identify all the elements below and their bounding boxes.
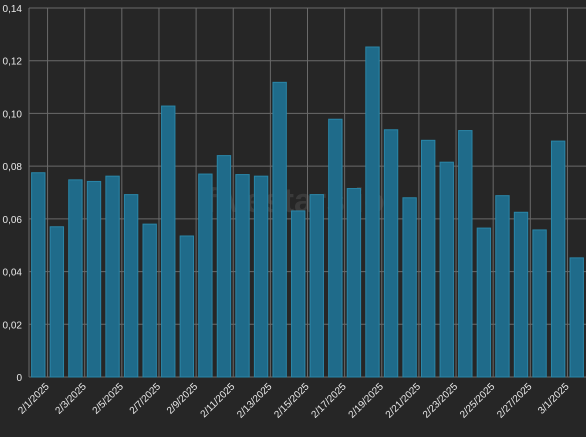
- bar: [365, 46, 380, 378]
- bar: [179, 235, 195, 378]
- x-tick-label: 2/1/2025: [16, 381, 52, 417]
- y-tick-label: 0,14: [3, 4, 23, 15]
- y-tick-label: 0,10: [3, 109, 23, 120]
- y-tick-label: 0,04: [3, 268, 23, 279]
- bar: [49, 226, 65, 378]
- x-tick-label: 2/11/2025: [199, 381, 238, 420]
- x-tick-label: 2/23/2025: [421, 381, 461, 421]
- bar: [420, 139, 436, 378]
- y-tick-label: 0,06: [3, 215, 23, 226]
- bar: [309, 194, 324, 378]
- y-tick-label: 0,08: [3, 162, 23, 173]
- bar: [161, 105, 176, 378]
- bar: [346, 188, 362, 378]
- bar: [272, 81, 287, 378]
- y-tick-label: 0,02: [3, 320, 23, 331]
- bars: [31, 46, 584, 378]
- x-tick-label: 2/19/2025: [347, 381, 387, 421]
- bar: [495, 195, 510, 378]
- bar: [476, 227, 492, 378]
- x-tick-label: 2/15/2025: [272, 381, 312, 421]
- x-tick-label: 2/27/2025: [495, 381, 535, 421]
- bar: [291, 210, 306, 378]
- x-tick-label: 2/17/2025: [310, 381, 350, 421]
- bar: [198, 173, 213, 378]
- x-tick-label: 3/1/2025: [536, 381, 572, 417]
- bar: [216, 155, 232, 378]
- bar: [439, 161, 454, 378]
- bar: [402, 197, 417, 378]
- grid-lines: [28, 7, 586, 378]
- y-tick-label: 0,12: [3, 57, 23, 68]
- x-tick-label: 2/9/2025: [165, 381, 201, 417]
- bar: [235, 174, 250, 378]
- bar: [31, 172, 46, 378]
- x-tick-label: 2/3/2025: [54, 381, 90, 417]
- bar: [532, 229, 547, 378]
- bar: [513, 211, 529, 378]
- x-tick-label: 2/7/2025: [128, 381, 164, 417]
- x-tick-label: 2/21/2025: [384, 381, 424, 421]
- bar: [123, 194, 139, 378]
- bar: [328, 118, 343, 378]
- bar: [383, 129, 399, 378]
- bar: [550, 140, 566, 378]
- bar: [253, 175, 269, 378]
- bar: [569, 257, 584, 378]
- x-tick-label: 2/5/2025: [91, 381, 127, 417]
- bar: [142, 223, 157, 378]
- bar: [458, 130, 473, 378]
- bar: [86, 180, 102, 378]
- y-tick-label: 0: [16, 373, 22, 384]
- x-tick-label: 2/25/2025: [458, 381, 498, 421]
- bar: [105, 175, 120, 378]
- x-tick-label: 2/13/2025: [235, 381, 275, 421]
- bar: [68, 179, 83, 378]
